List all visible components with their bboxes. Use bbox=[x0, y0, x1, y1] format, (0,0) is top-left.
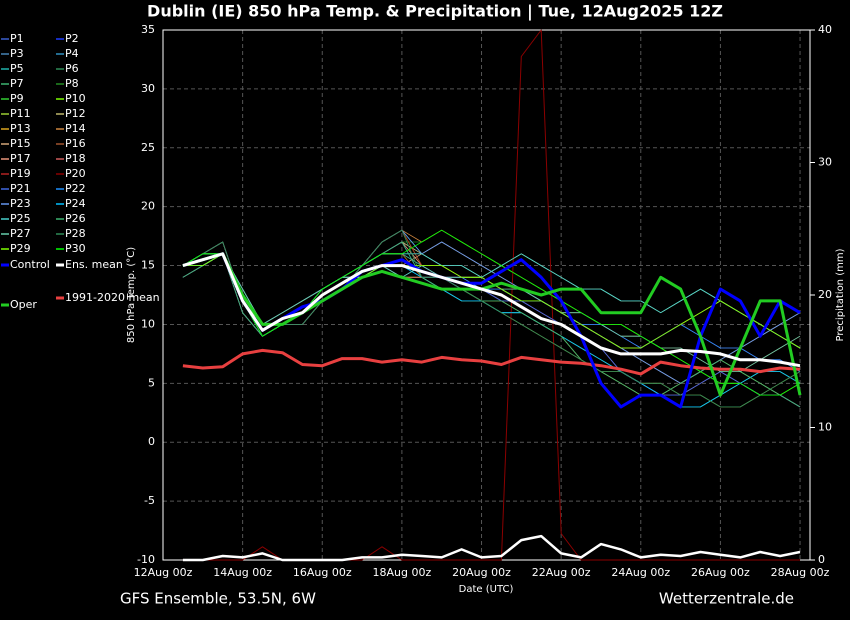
legend-label: P1 bbox=[10, 32, 24, 45]
legend-label: P11 bbox=[10, 107, 31, 120]
temp-line bbox=[182, 252, 802, 397]
legend-label: P26 bbox=[65, 212, 86, 225]
x-axis-label: Date (UTC) bbox=[459, 584, 514, 595]
legend-label: P15 bbox=[10, 137, 31, 150]
legend-label: P29 bbox=[10, 242, 31, 255]
legend-label: Oper bbox=[10, 298, 37, 311]
legend-label: P23 bbox=[10, 197, 31, 210]
legend-label: P4 bbox=[65, 47, 79, 60]
legend-label: P5 bbox=[10, 62, 24, 75]
legend-label: P12 bbox=[65, 107, 86, 120]
x-tick-label: 24Aug 00z bbox=[611, 566, 670, 579]
legend-label: P18 bbox=[65, 152, 86, 165]
y2-tick-label: 40 bbox=[818, 23, 832, 36]
legend-label: P3 bbox=[10, 47, 24, 60]
legend-label: P7 bbox=[10, 77, 24, 90]
y-tick-label: 0 bbox=[148, 435, 155, 448]
y-tick-label: 15 bbox=[141, 259, 155, 272]
y-tick-label: -5 bbox=[144, 494, 155, 507]
legend-label: P13 bbox=[10, 122, 31, 135]
chart-title: Dublin (IE) 850 hPa Temp. & Precipitatio… bbox=[147, 2, 723, 22]
x-tick-label: 16Aug 00z bbox=[293, 566, 352, 579]
legend-label: Ens. mean bbox=[65, 258, 123, 271]
legend-label: P6 bbox=[65, 62, 79, 75]
y2-tick-label: 20 bbox=[818, 288, 832, 301]
x-tick-label: 14Aug 00z bbox=[213, 566, 272, 579]
y-tick-label: 35 bbox=[141, 23, 155, 36]
legend-label: P24 bbox=[65, 197, 86, 210]
legend-label: P10 bbox=[65, 92, 86, 105]
y-tick-label: 5 bbox=[148, 376, 155, 389]
y2-tick-label: 0 bbox=[818, 553, 825, 566]
temp-line bbox=[182, 229, 801, 408]
x-tick-label: 18Aug 00z bbox=[373, 566, 432, 579]
legend-label: P27 bbox=[10, 227, 31, 240]
legend-label: P28 bbox=[65, 227, 86, 240]
footer-left: GFS Ensemble, 53.5N, 6W bbox=[120, 590, 316, 608]
legend-label: P22 bbox=[65, 182, 86, 195]
legend-label: P8 bbox=[65, 77, 79, 90]
legend-label: P9 bbox=[10, 92, 24, 105]
legend-label: P30 bbox=[65, 242, 86, 255]
y2-tick-label: 10 bbox=[818, 421, 832, 434]
x-tick-label: 28Aug 00z bbox=[771, 566, 830, 579]
x-tick-label: 12Aug 00z bbox=[134, 566, 193, 579]
x-tick-label: 26Aug 00z bbox=[691, 566, 750, 579]
y2-axis-label: Precipitation (mm) bbox=[835, 248, 846, 341]
temp-line bbox=[182, 348, 801, 376]
y-tick-label: 25 bbox=[141, 141, 155, 154]
legend-label: Control bbox=[10, 258, 50, 271]
y-tick-label: 20 bbox=[141, 200, 155, 213]
legend-label: P2 bbox=[65, 32, 79, 45]
legend-label: P20 bbox=[65, 167, 86, 180]
y-tick-label: 10 bbox=[141, 317, 155, 330]
x-tick-label: 22Aug 00z bbox=[532, 566, 591, 579]
legend-label: 1991-2020 mean bbox=[65, 291, 160, 304]
legend-label: P16 bbox=[65, 137, 86, 150]
temp-line bbox=[182, 252, 801, 368]
y-tick-label: 30 bbox=[141, 82, 155, 95]
x-tick-label: 20Aug 00z bbox=[452, 566, 511, 579]
footer-right: Wetterzentrale.de bbox=[659, 590, 794, 608]
y2-tick-label: 30 bbox=[818, 156, 832, 169]
legend-label: P14 bbox=[65, 122, 86, 135]
legend-label: P17 bbox=[10, 152, 31, 165]
precip-line bbox=[182, 534, 801, 562]
legend-label: P21 bbox=[10, 182, 31, 195]
legend-label: P19 bbox=[10, 167, 31, 180]
legend-label: P25 bbox=[10, 212, 31, 225]
y-tick-label: -10 bbox=[137, 553, 155, 566]
y-axis-label: 850 hPa Temp. (°C) bbox=[126, 247, 137, 343]
